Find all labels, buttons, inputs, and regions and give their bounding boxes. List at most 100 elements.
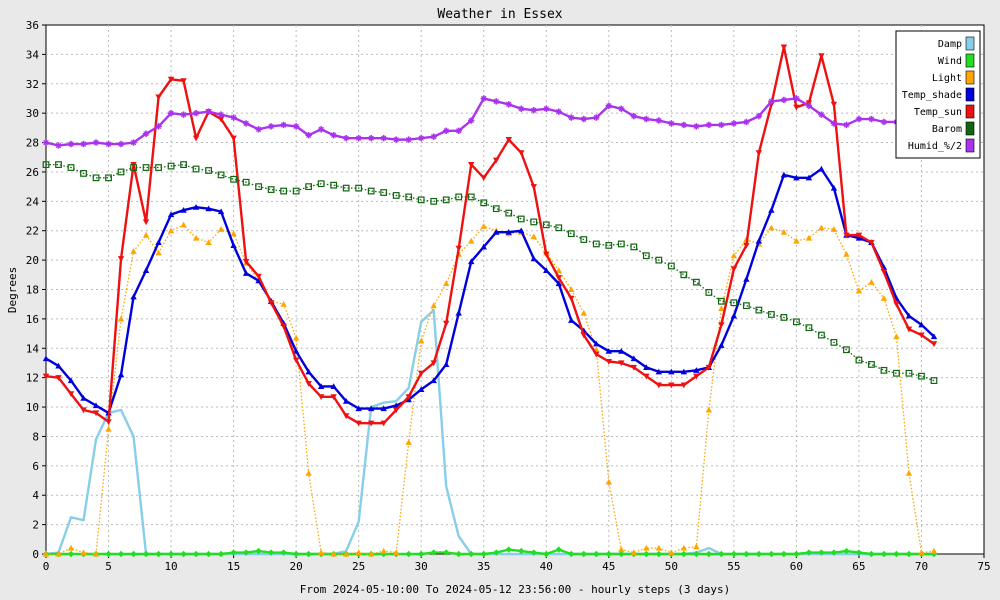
legend-swatch <box>965 70 975 85</box>
data-point <box>830 339 838 346</box>
data-point-stroke <box>843 122 850 128</box>
y-tick-label: 8 <box>32 430 39 443</box>
data-point <box>493 228 500 235</box>
data-point <box>405 439 412 445</box>
data-point <box>392 192 400 199</box>
data-point <box>418 550 425 558</box>
data-point <box>680 121 688 129</box>
data-point-stroke <box>793 95 800 102</box>
data-point-stroke <box>656 117 662 124</box>
data-point <box>805 324 813 332</box>
data-point <box>267 549 275 556</box>
data-point <box>605 102 612 110</box>
data-point <box>417 196 425 204</box>
data-point <box>605 242 613 249</box>
data-point <box>142 164 150 171</box>
data-point-stroke <box>531 107 537 113</box>
data-point <box>142 219 150 226</box>
data-point <box>92 139 100 146</box>
data-point <box>618 348 625 354</box>
data-point <box>792 318 800 326</box>
data-point <box>255 126 262 133</box>
data-point <box>743 276 750 282</box>
data-point <box>255 183 263 191</box>
data-point <box>593 114 600 121</box>
data-point <box>580 550 587 558</box>
data-point <box>868 361 875 368</box>
data-point <box>618 550 625 558</box>
data-point <box>317 383 325 390</box>
data-point <box>630 355 638 362</box>
data-point <box>743 550 750 558</box>
data-point <box>305 550 312 558</box>
x-tick-label: 75 <box>977 560 990 573</box>
data-point <box>705 406 713 413</box>
data-point <box>705 364 713 371</box>
data-point-stroke <box>506 101 512 108</box>
data-point <box>918 332 925 339</box>
data-point <box>468 258 475 265</box>
data-point <box>267 186 275 193</box>
data-point-stroke <box>343 135 349 141</box>
legend-swatch <box>965 104 975 119</box>
data-point-stroke <box>418 135 424 141</box>
data-point <box>468 550 475 558</box>
data-point <box>480 223 487 229</box>
data-point-stroke <box>443 128 449 134</box>
data-point <box>518 150 525 157</box>
data-point <box>67 164 75 171</box>
data-point <box>930 333 938 340</box>
data-point <box>355 405 362 412</box>
data-point-stroke <box>268 123 274 130</box>
data-point <box>618 105 625 112</box>
data-point <box>805 174 813 181</box>
data-point <box>680 550 688 558</box>
data-point-stroke <box>468 117 474 124</box>
data-point <box>668 382 675 389</box>
data-point-stroke <box>681 122 687 128</box>
data-point <box>755 237 763 244</box>
data-point <box>142 130 150 137</box>
data-point-stroke <box>80 141 87 147</box>
data-point <box>480 199 488 207</box>
data-point <box>655 368 663 375</box>
data-point <box>693 550 700 558</box>
data-point <box>768 98 775 105</box>
data-point <box>880 118 888 126</box>
y-tick-label: 12 <box>26 372 39 385</box>
data-point-stroke <box>381 135 387 141</box>
data-point <box>167 550 175 558</box>
series-line <box>45 45 935 425</box>
y-tick-label: 30 <box>26 107 39 120</box>
data-point <box>480 550 487 558</box>
data-point <box>655 550 663 558</box>
data-point <box>280 121 287 129</box>
data-point <box>693 543 700 550</box>
data-point <box>617 240 625 248</box>
y-tick-label: 16 <box>26 313 39 326</box>
data-point <box>167 76 175 83</box>
data-point <box>918 321 925 328</box>
x-tick-label: 30 <box>415 560 428 573</box>
data-point-stroke <box>493 98 499 105</box>
data-point <box>805 549 813 556</box>
data-point <box>430 197 438 205</box>
data-point <box>730 550 738 558</box>
data-point <box>543 105 550 112</box>
data-point <box>855 115 863 123</box>
data-point <box>580 309 587 316</box>
data-point-stroke <box>731 120 737 127</box>
data-point <box>705 289 713 296</box>
data-point <box>868 115 875 123</box>
y-tick-label: 24 <box>26 195 40 208</box>
data-point-stroke <box>255 126 262 132</box>
data-point <box>317 394 325 400</box>
data-point <box>443 361 450 368</box>
data-point-stroke <box>218 111 224 118</box>
y-tick-label: 10 <box>26 401 39 414</box>
data-point <box>230 242 237 248</box>
data-point <box>67 140 75 148</box>
data-point <box>768 206 775 213</box>
x-tick-label: 0 <box>43 560 50 573</box>
data-point <box>205 205 212 212</box>
